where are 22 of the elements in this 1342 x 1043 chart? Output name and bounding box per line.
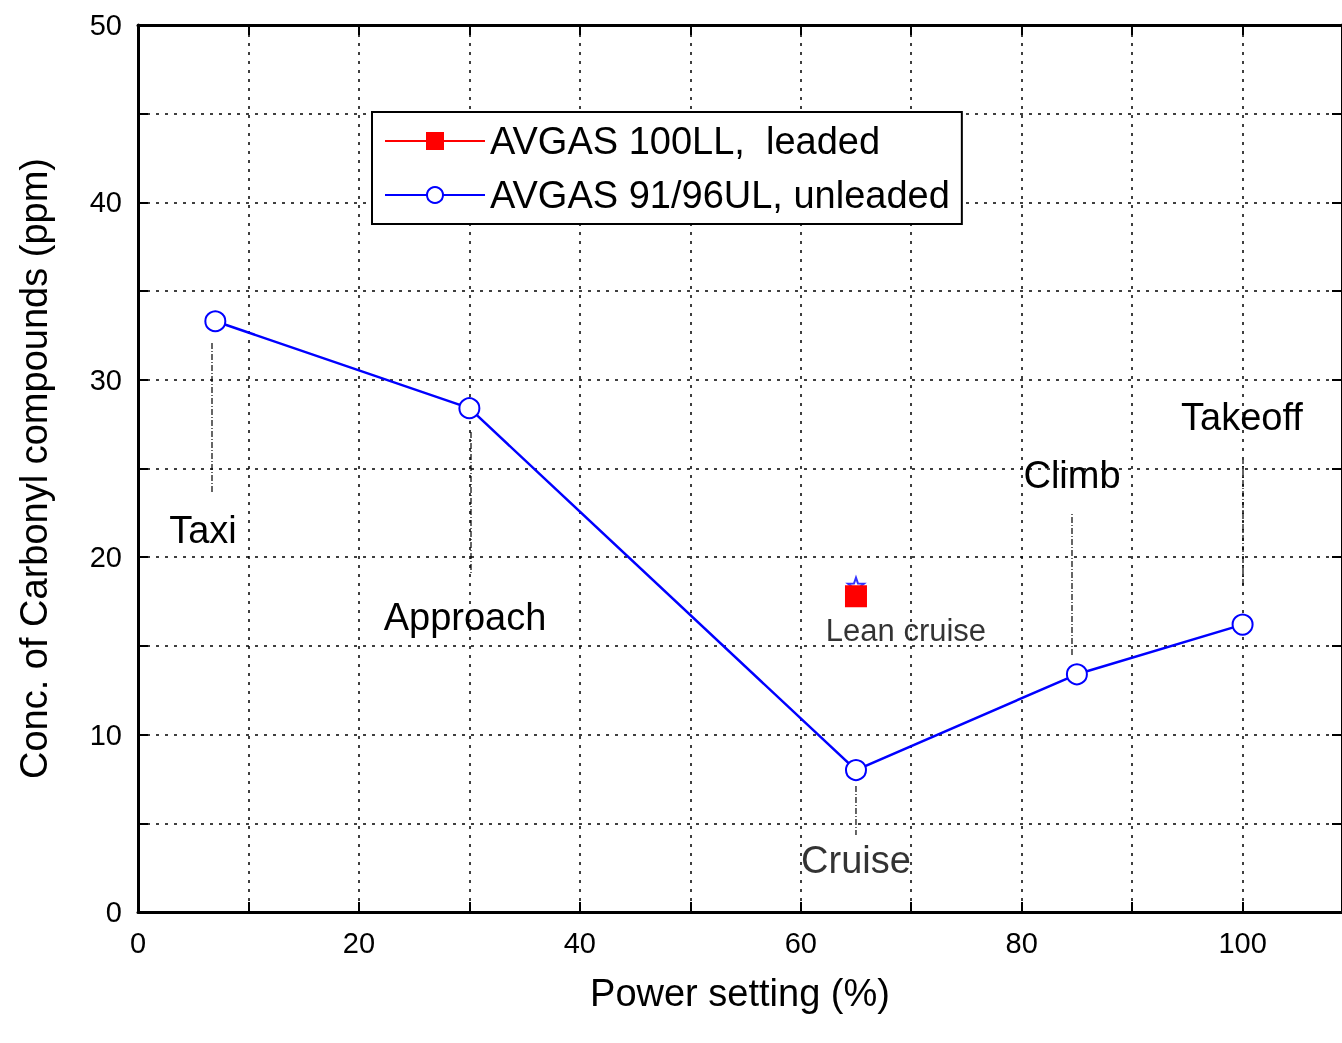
y-tick-label: 40 xyxy=(89,186,122,219)
annotation: Cruise xyxy=(801,839,911,882)
y-tick-label: 10 xyxy=(89,718,122,751)
y-tick-label: 20 xyxy=(89,541,122,574)
x-tick-label: 40 xyxy=(563,926,596,959)
x-tick-label: 60 xyxy=(784,926,817,959)
x-tick-label: 20 xyxy=(342,926,376,959)
y-tick-label: 30 xyxy=(89,363,122,396)
legend-label: AVGAS 100LL, leaded xyxy=(490,120,881,162)
annotation: Takeoff xyxy=(1181,396,1304,438)
annotation: Lean cruise xyxy=(825,612,987,648)
annotation: Climb xyxy=(1023,454,1121,496)
y-tick-label: 50 xyxy=(89,9,122,41)
y-tick-label: 0 xyxy=(105,896,122,928)
x-axis-title: Power setting (%) xyxy=(590,972,890,1014)
y-axis-title: Conc. of Carbonyl compounds (ppm) xyxy=(13,158,55,779)
x-tick-label: 80 xyxy=(1005,926,1038,959)
x-tick-label: 0 xyxy=(129,926,147,959)
legend-label: AVGAS 91/96UL, unleaded xyxy=(490,174,950,216)
x-tick-label: 100 xyxy=(1218,926,1267,959)
annotation: Approach xyxy=(383,596,547,638)
annotation: Taxi xyxy=(169,509,237,551)
